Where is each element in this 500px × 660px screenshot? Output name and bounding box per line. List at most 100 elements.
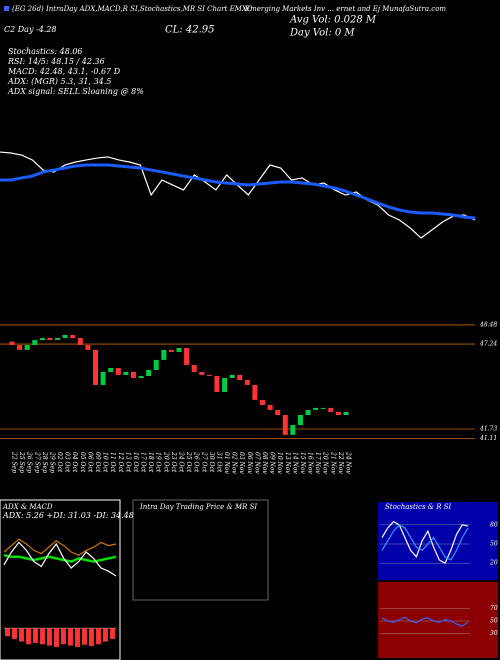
x-tick-label: 31 Oct	[215, 452, 222, 473]
line-series	[3, 538, 117, 556]
bar	[82, 628, 87, 645]
bar	[40, 628, 45, 645]
bar	[103, 628, 108, 642]
x-tick-label: 17 Oct	[140, 452, 147, 473]
x-tick-label: 11 Oct	[109, 452, 116, 473]
candle	[138, 375, 144, 378]
candle	[32, 340, 38, 345]
candle	[153, 359, 159, 370]
y-tick-label: 80	[490, 521, 498, 528]
candle	[62, 334, 68, 339]
x-tick-label: 03 Nov	[238, 452, 245, 474]
y-tick-label: 50	[490, 541, 498, 548]
panel-title: Stochastics & R SI	[385, 503, 452, 511]
x-tick-label: 27 Oct	[200, 451, 207, 473]
candle	[191, 365, 197, 372]
candle	[100, 371, 106, 385]
line-series	[0, 163, 476, 220]
candle	[297, 414, 303, 426]
y-tick-label: 70	[490, 605, 498, 612]
x-tick-label: 09 Nov	[269, 452, 276, 474]
x-tick-label: 01 Nov	[223, 452, 230, 474]
candle	[275, 409, 281, 415]
candle	[108, 367, 114, 372]
candle	[222, 377, 228, 393]
x-tick-label: 30 Oct	[208, 452, 215, 473]
candle	[176, 347, 182, 352]
bar	[54, 628, 59, 647]
x-tick-label: 06 Nov	[246, 452, 253, 474]
candle	[320, 407, 326, 409]
candle	[146, 369, 152, 376]
x-tick-label: 06 Oct	[86, 452, 93, 473]
candle	[229, 374, 235, 378]
x-tick-label: 16 Nov	[307, 452, 314, 474]
candle	[267, 404, 273, 410]
x-tick-label: 04 Oct	[71, 452, 78, 473]
candle	[343, 411, 349, 415]
candle	[199, 371, 205, 375]
avg-volume: Avg Vol: 0.028 M	[289, 15, 377, 26]
bar	[96, 628, 101, 645]
candle	[123, 371, 129, 375]
x-tick-label: 24 Oct	[178, 451, 185, 473]
intraday-panel	[132, 499, 269, 601]
candle	[244, 379, 250, 385]
candle	[260, 399, 265, 405]
candle	[9, 341, 15, 345]
x-tick-label: 12 Oct	[117, 452, 124, 473]
logo-square	[4, 6, 9, 11]
info-line: MACD: 42.48, 43.1, -0.67 D	[7, 67, 121, 76]
bar	[26, 628, 31, 645]
info-line: RSI: 14/5: 48.15 / 42.36	[7, 57, 105, 66]
candle	[161, 349, 167, 360]
candle	[115, 367, 121, 375]
candle	[184, 347, 190, 366]
x-tick-label: 25 Oct	[185, 451, 192, 473]
x-tick-label: 13 Nov	[284, 452, 291, 474]
x-tick-label: 17 Nov	[314, 452, 321, 474]
bar	[75, 628, 80, 647]
title-left: (EG 26d) IntraDay ADX,MACD,R SI,Stochast…	[12, 5, 253, 13]
x-tick-label: 02 Oct	[56, 452, 63, 473]
x-tick-label: 22 Nov	[337, 451, 344, 474]
candle	[313, 407, 319, 410]
x-tick-label: 02 Nov	[231, 452, 238, 474]
y-tick-label: 20	[489, 560, 498, 567]
x-tick-label: 24 Nov	[345, 451, 352, 474]
x-tick-label: 20 Oct	[162, 451, 169, 473]
line-series	[381, 520, 469, 565]
title-right: Emerging Markets Inv ... ernet and Ej Mu…	[244, 5, 446, 13]
x-tick-label: 22 Sep	[11, 451, 18, 473]
panel-subtitle: ADX: 5.26 +DI: 31.03 -DI: 34.48	[2, 511, 134, 520]
x-tick-label: 25 Sep	[18, 451, 25, 473]
x-tick-label: 18 Oct	[147, 452, 154, 473]
candle	[17, 344, 23, 350]
x-tick-label: 13 Oct	[124, 452, 131, 473]
candle	[290, 425, 296, 435]
candle	[77, 338, 83, 345]
candle	[70, 334, 76, 339]
candle	[237, 374, 243, 380]
x-tick-label: 21 Nov	[329, 451, 336, 474]
x-tick-label: 08 Nov	[261, 452, 268, 474]
candle	[214, 375, 220, 393]
x-tick-label: 27 Sep	[33, 451, 40, 473]
x-tick-label: 29 Sep	[48, 451, 55, 473]
bar	[12, 628, 17, 639]
info-line: ADX signal: SELL Sloaning @ 8%	[7, 87, 144, 96]
candle	[282, 414, 288, 435]
day-volume: Day Vol: 0 M	[289, 28, 355, 39]
y-tick-label: 48.48	[479, 321, 497, 328]
candle	[335, 411, 341, 415]
stoch-panel	[378, 502, 498, 580]
candle	[93, 349, 98, 385]
candle	[39, 338, 45, 341]
x-tick-label: 19 Oct	[155, 452, 162, 473]
bar	[68, 628, 73, 646]
panel-title: ADX & MACD	[2, 503, 53, 511]
line-series	[3, 553, 117, 563]
candle	[305, 409, 311, 415]
x-tick-label: 10 Nov	[276, 452, 283, 474]
